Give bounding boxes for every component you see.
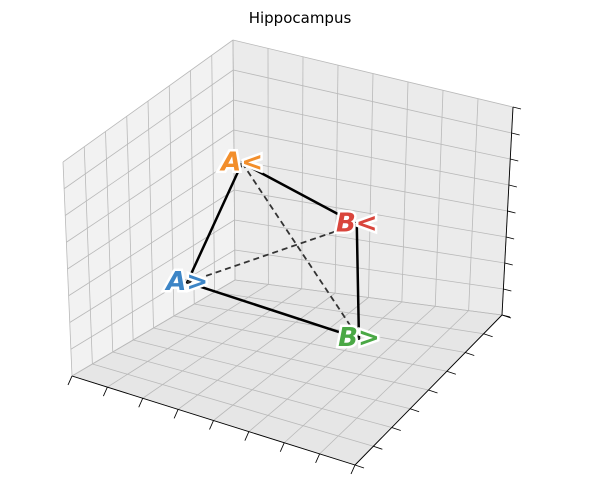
gridline (168, 85, 175, 317)
network-nodes: A< B< A> B> (162, 145, 383, 356)
edge-solid (355, 222, 361, 340)
axis-tick (503, 288, 512, 292)
gridline (211, 55, 216, 293)
axis-tick (279, 442, 285, 452)
gridline (232, 39, 514, 108)
axis-tick (428, 389, 438, 394)
gridline (233, 129, 509, 186)
gridline (233, 69, 512, 134)
gridline (232, 39, 236, 281)
gridline (62, 39, 234, 163)
floor-pane (72, 280, 502, 465)
axis-tick (511, 132, 520, 136)
axis-tick (373, 445, 383, 450)
edge-solid (185, 161, 244, 284)
gridline (248, 301, 403, 432)
gridline (214, 291, 484, 335)
edge-solid (185, 281, 361, 340)
gridline (234, 279, 503, 316)
axes-lines (67, 106, 522, 475)
axis-tick (506, 236, 515, 240)
gridline (190, 70, 195, 305)
left-wall-pane (63, 40, 235, 376)
gridline (66, 129, 234, 243)
axis-tick (504, 262, 513, 266)
gridline (233, 99, 511, 160)
gridline (65, 99, 234, 216)
axis-tick (510, 158, 519, 162)
axis-tick (512, 106, 522, 110)
axis-tick (501, 314, 511, 318)
gridline (153, 327, 429, 391)
axis-tick (507, 210, 516, 214)
axis-tick (244, 431, 250, 441)
axes-gridlines (62, 39, 514, 466)
network-edges (185, 161, 361, 340)
gridline (283, 305, 436, 444)
edge-solid (240, 161, 359, 226)
edge-dashed (241, 162, 360, 340)
gridline (67, 159, 235, 270)
axis-tick (209, 420, 214, 430)
axis-tick (350, 464, 356, 475)
node-label: B> (338, 323, 380, 353)
gridline (401, 81, 409, 302)
chart-title: Hippocampus (249, 9, 352, 27)
axis-tick (391, 427, 401, 431)
axis-tick (102, 386, 108, 397)
axis-tick (315, 453, 321, 464)
axis-tick (354, 464, 365, 469)
axis-tick (409, 408, 420, 413)
gridline (434, 90, 444, 307)
gridline (63, 69, 234, 190)
gridline (233, 159, 508, 212)
axis-tick (67, 375, 73, 386)
axis-tick (465, 352, 475, 356)
node-label: A< (219, 147, 263, 177)
node-label: B< (336, 209, 378, 239)
axis-tick (138, 398, 144, 408)
axis-tick (483, 333, 493, 338)
gridline (319, 310, 469, 455)
axis-tick (446, 370, 457, 375)
gridline (173, 315, 447, 372)
axis-tick (508, 184, 517, 188)
gridline (468, 98, 479, 311)
node-label: A> (164, 267, 208, 297)
axis-tick (173, 409, 179, 419)
